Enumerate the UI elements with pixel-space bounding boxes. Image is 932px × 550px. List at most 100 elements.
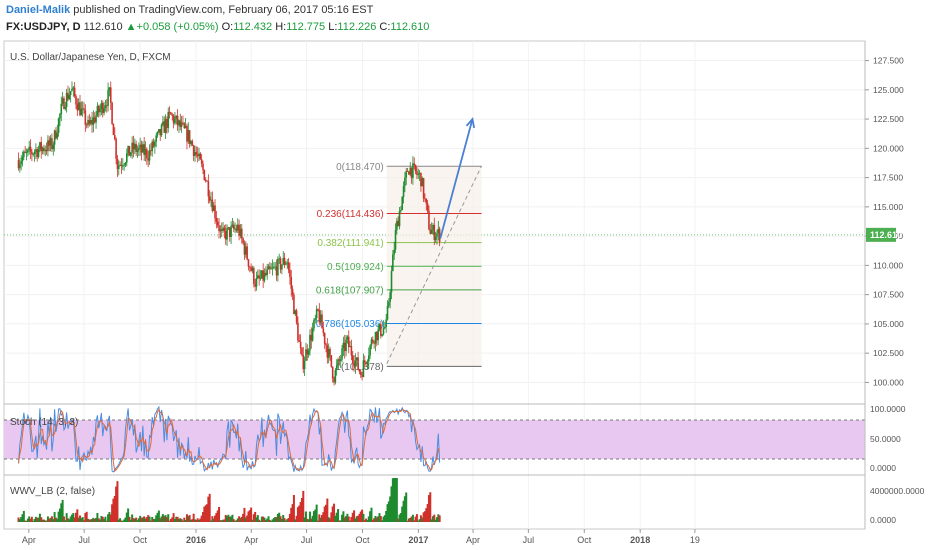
- wwv-bar: [284, 520, 287, 522]
- candle-body: [310, 334, 313, 341]
- candle-body: [93, 117, 96, 123]
- wwv-bar: [381, 520, 384, 522]
- candle-body: [412, 163, 414, 179]
- candle-body: [116, 158, 119, 170]
- wwv-bar: [181, 520, 184, 522]
- wwv-bar: [72, 513, 75, 522]
- candle-body: [55, 130, 57, 139]
- wwv-bar: [109, 514, 112, 522]
- price-tick-label: 100.000: [873, 377, 904, 387]
- wwv-bar: [66, 518, 69, 522]
- price-axis[interactable]: 127.500 125.000 122.500 120.000 117.500 115.0…: [865, 56, 904, 388]
- candle-body: [275, 266, 278, 276]
- time-tick-label: Oct: [577, 535, 592, 545]
- candle-body: [222, 227, 224, 231]
- candle-body: [325, 343, 327, 346]
- candle-body: [218, 225, 220, 232]
- candle-body: [402, 186, 405, 197]
- candle-body: [258, 275, 260, 279]
- candle-body: [278, 258, 281, 260]
- candle-body: [373, 342, 375, 344]
- wwv-bar: [45, 520, 48, 522]
- wwv-bar: [395, 478, 398, 522]
- wwv-bar: [359, 511, 362, 522]
- candle-body: [424, 198, 426, 200]
- wwv-bar: [425, 508, 428, 522]
- wwv-bar: [349, 520, 352, 522]
- wwv-bar: [314, 509, 317, 522]
- wwv-bar: [345, 516, 348, 522]
- candle-body: [262, 270, 264, 281]
- candle-body: [92, 117, 95, 125]
- candle-body: [432, 224, 434, 230]
- price-tick-label: 120.000: [873, 143, 904, 153]
- wwv-bar: [369, 511, 372, 522]
- wwv-bar: [224, 514, 227, 522]
- candle-body: [382, 328, 385, 335]
- candle-body: [333, 378, 335, 383]
- candle-body: [393, 249, 395, 255]
- candle-body: [247, 259, 250, 267]
- wwv-bar: [234, 520, 237, 522]
- candle-body: [158, 129, 160, 133]
- symbol-label[interactable]: FX:USDJPY, D: [6, 21, 81, 33]
- candle-body: [174, 118, 176, 124]
- candle-body: [355, 357, 358, 361]
- candle-body: [283, 257, 286, 265]
- candle-body: [215, 218, 218, 222]
- wwv-bar: [239, 517, 242, 522]
- candle-body: [186, 125, 188, 142]
- wwv-bar: [137, 518, 140, 522]
- wwv-bar: [252, 514, 255, 522]
- candle-body: [257, 275, 259, 279]
- candle-body: [168, 111, 171, 113]
- candle-body: [136, 150, 139, 152]
- wwv-bar: [347, 516, 350, 522]
- candle-body: [144, 149, 147, 156]
- wwv-tick-4m: 4000000.0000: [870, 486, 925, 496]
- wwv-bar: [329, 518, 332, 522]
- candle-body: [154, 141, 156, 147]
- candle-body: [207, 181, 210, 197]
- candle-body: [248, 266, 251, 268]
- candle-body: [23, 151, 25, 157]
- wwv-bar: [394, 478, 397, 522]
- wwv-bar: [330, 512, 333, 522]
- candle-body: [72, 87, 75, 89]
- author-link[interactable]: Daniel-Malik: [6, 4, 71, 16]
- wwv-bar: [207, 496, 210, 522]
- candle-body: [85, 124, 88, 126]
- price-tick-label: 122.500: [873, 114, 904, 124]
- wwv-bar: [236, 518, 239, 522]
- wwv-bar: [58, 508, 61, 522]
- candle-body: [224, 231, 227, 240]
- candle-body: [107, 90, 109, 106]
- wwv-bar: [140, 517, 143, 522]
- wwv-bar: [83, 520, 86, 522]
- wwv-bar: [280, 518, 283, 522]
- fibonacci-retracement[interactable]: 0(118.470) 0.236(114.436) 0.382(111.941) 0.…: [316, 162, 482, 373]
- candle-body: [160, 124, 163, 136]
- wwv-bar: [386, 504, 389, 522]
- candle-body: [369, 345, 371, 356]
- wwv-bar: [117, 519, 120, 522]
- wwv-bar: [33, 518, 36, 522]
- wwv-bar: [187, 516, 190, 522]
- wwv-bar: [407, 518, 410, 522]
- candle-body: [128, 146, 131, 156]
- candle-body: [163, 121, 166, 133]
- wwv-bar: [318, 514, 321, 522]
- drawings[interactable]: [386, 117, 483, 364]
- time-axis[interactable]: Apr Jul Oct 2016 Apr Jul Oct 2017 Apr Jul Oct 2018 1…: [22, 529, 700, 545]
- wwv-bar: [121, 520, 124, 522]
- candle-body: [334, 370, 337, 383]
- candle-body: [45, 149, 48, 152]
- wwv-bar: [135, 517, 138, 522]
- wwv-bar: [355, 516, 358, 522]
- candle-body: [47, 140, 49, 152]
- candle-body: [281, 264, 283, 270]
- candle-body: [150, 150, 152, 152]
- wwv-bar: [197, 519, 200, 522]
- candle-body: [71, 88, 73, 92]
